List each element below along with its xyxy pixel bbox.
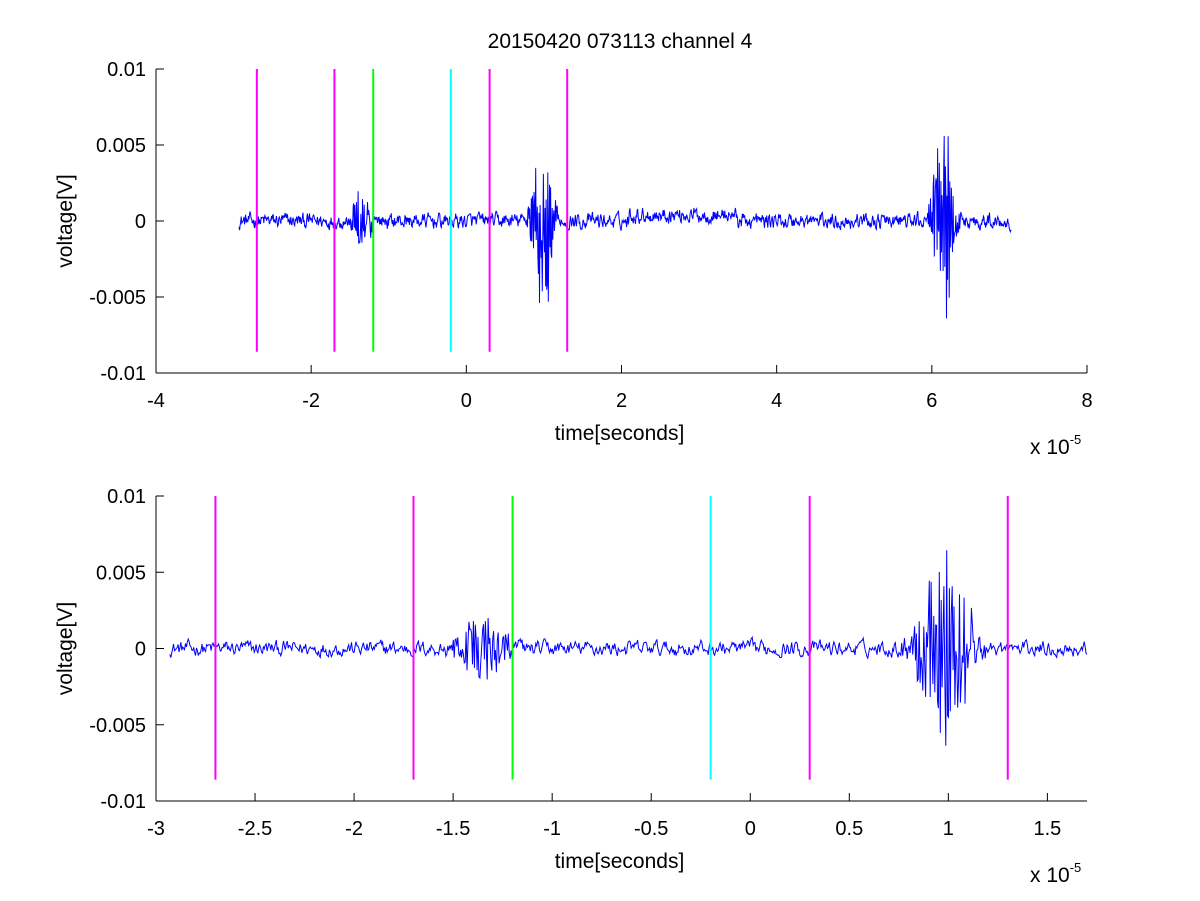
signal-series-line bbox=[169, 550, 1088, 746]
x-tick-label: -2.5 bbox=[238, 818, 272, 840]
x-tick-label: 4 bbox=[771, 390, 782, 412]
y-tick-label: 0.01 bbox=[107, 59, 146, 81]
y-tick-label: 0 bbox=[135, 639, 146, 661]
y-tick-label: -0.01 bbox=[100, 791, 146, 813]
top-plot: -0.01 -0.005 0 0.005 0.01 -4 -2 0 2 4 6 8 time[secon… bbox=[54, 59, 1093, 459]
x-scale-exponent: -5 bbox=[1070, 432, 1082, 447]
y-axis-label: voltage[V] bbox=[54, 174, 77, 267]
x-tick-label: -0.5 bbox=[634, 818, 668, 840]
x-tick-label: -2 bbox=[345, 818, 363, 840]
x-tick-label: 1 bbox=[943, 818, 954, 840]
x-axis-label: time[seconds] bbox=[555, 850, 685, 873]
x-tick-label: 0.5 bbox=[835, 818, 863, 840]
x-tick-label: 2 bbox=[616, 390, 627, 412]
x-tick-label: 0 bbox=[461, 390, 472, 412]
y-tick-label: 0.01 bbox=[107, 486, 146, 508]
x-tick-label: -1 bbox=[543, 818, 561, 840]
x-scale-exponent: -5 bbox=[1070, 860, 1082, 875]
x-tick-label: -2 bbox=[302, 390, 320, 412]
y-tick-label: 0 bbox=[135, 211, 146, 233]
x-tick-label: -1.5 bbox=[436, 818, 470, 840]
y-tick-label: -0.01 bbox=[100, 363, 146, 385]
x-scale-exponent-label: x 10-5 bbox=[1030, 432, 1081, 459]
x-scale-exponent-label: x 10-5 bbox=[1030, 860, 1081, 887]
x-scale-base: x 10 bbox=[1030, 436, 1070, 459]
y-tick-label: 0.005 bbox=[96, 135, 146, 157]
x-tick-label: 6 bbox=[926, 390, 937, 412]
figure-title: 20150420 073113 channel 4 bbox=[488, 30, 753, 53]
x-axis-label: time[seconds] bbox=[555, 422, 685, 445]
bottom-plot: -0.01 -0.005 0 0.005 0.01 -3 -2.5 -2 -1.5 -1 -0.5 0… bbox=[54, 486, 1088, 887]
y-tick-label: -0.005 bbox=[89, 287, 146, 309]
x-tick-label: 0 bbox=[745, 818, 756, 840]
x-tick-label: -3 bbox=[147, 818, 165, 840]
x-tick-label: 1.5 bbox=[1033, 818, 1061, 840]
x-tick-label: 8 bbox=[1081, 390, 1092, 412]
y-tick-label: -0.005 bbox=[89, 715, 146, 737]
x-scale-base: x 10 bbox=[1030, 864, 1070, 887]
x-tick-label: -4 bbox=[147, 390, 165, 412]
y-tick-label: 0.005 bbox=[96, 562, 146, 584]
signal-series-line bbox=[238, 135, 1012, 319]
y-axis-label: voltage[V] bbox=[54, 602, 77, 695]
